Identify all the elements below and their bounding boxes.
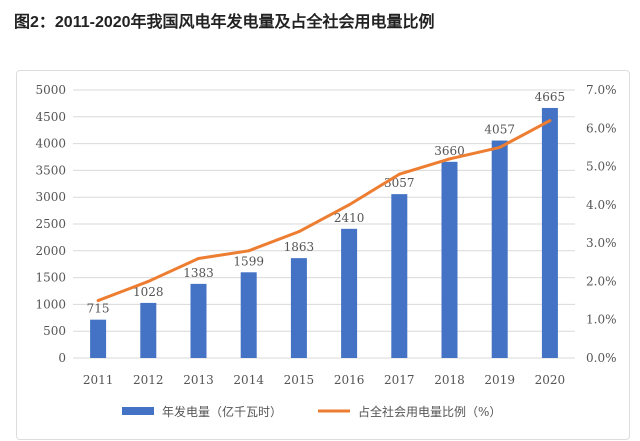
y2-tick-label: 3.0% <box>586 236 617 250</box>
y2-tick-label: 6.0% <box>586 121 617 135</box>
y-tick-label: 1000 <box>35 297 66 311</box>
y-tick-label: 0 <box>58 351 66 365</box>
y-tick-label: 500 <box>43 324 66 338</box>
y-tick-label: 3500 <box>35 163 66 177</box>
line-point <box>397 172 401 176</box>
y-tick-label: 3000 <box>35 190 66 204</box>
chart-title: 图2：2011-2020年我国风电年发电量及占全社会用电量比例 <box>14 14 435 31</box>
data-label: 1863 <box>284 240 315 254</box>
x-tick-label: 2018 <box>434 373 465 387</box>
y-tick-label: 2000 <box>35 244 66 258</box>
line-point <box>247 249 251 253</box>
line-point <box>448 157 451 161</box>
line-point <box>297 230 301 234</box>
bar <box>140 302 157 358</box>
y2-tick-label: 5.0% <box>586 160 617 174</box>
line-point <box>498 145 502 149</box>
y2-tick-label: 4.0% <box>586 198 617 212</box>
y-tick-label: 2500 <box>35 217 66 231</box>
x-tick-label: 2019 <box>484 373 515 387</box>
bar <box>240 272 257 358</box>
y-tick-label: 1500 <box>35 271 66 285</box>
y2-tick-label: 1.0% <box>586 313 617 327</box>
bar <box>90 319 107 358</box>
legend-label: 年发电量（亿千瓦时） <box>162 404 282 419</box>
bar <box>391 194 408 358</box>
bar <box>441 161 458 358</box>
line-point <box>146 279 150 283</box>
x-tick-label: 2020 <box>535 373 566 387</box>
y-tick-label: 4000 <box>35 137 66 151</box>
data-label: 1599 <box>233 254 264 268</box>
chart-card <box>16 70 630 440</box>
line-series <box>97 119 551 302</box>
data-label: 3057 <box>384 176 415 190</box>
x-tick-label: 2013 <box>183 373 214 387</box>
x-tick-label: 2017 <box>384 373 415 387</box>
line-point <box>96 299 100 303</box>
bar <box>541 107 558 359</box>
bar <box>491 140 508 358</box>
x-tick-label: 2014 <box>233 373 264 387</box>
y-tick-label: 4500 <box>35 110 66 124</box>
data-label: 1028 <box>133 285 164 299</box>
data-label: 2410 <box>334 211 365 225</box>
y-tick-label: 5000 <box>35 83 66 97</box>
data-label: 4665 <box>535 90 566 104</box>
x-tick-label: 2012 <box>133 373 164 387</box>
x-tick-label: 2016 <box>334 373 365 387</box>
bar <box>290 258 307 358</box>
data-label: 3660 <box>434 144 465 158</box>
bar <box>341 228 358 358</box>
bar <box>190 283 207 358</box>
line-point <box>347 203 351 207</box>
legend-swatch-bar <box>122 407 154 415</box>
x-tick-label: 2011 <box>83 373 114 387</box>
data-label: 715 <box>87 302 110 316</box>
y2-tick-label: 2.0% <box>586 274 617 288</box>
line-point <box>548 119 552 123</box>
x-tick-label: 2015 <box>284 373 315 387</box>
data-label: 4057 <box>484 123 515 137</box>
y2-tick-label: 0.0% <box>586 351 617 365</box>
line-point <box>197 256 200 260</box>
y2-tick-label: 7.0% <box>586 83 617 97</box>
legend-label: 占全社会用电量比例（%） <box>358 404 501 419</box>
data-label: 1383 <box>183 266 214 280</box>
